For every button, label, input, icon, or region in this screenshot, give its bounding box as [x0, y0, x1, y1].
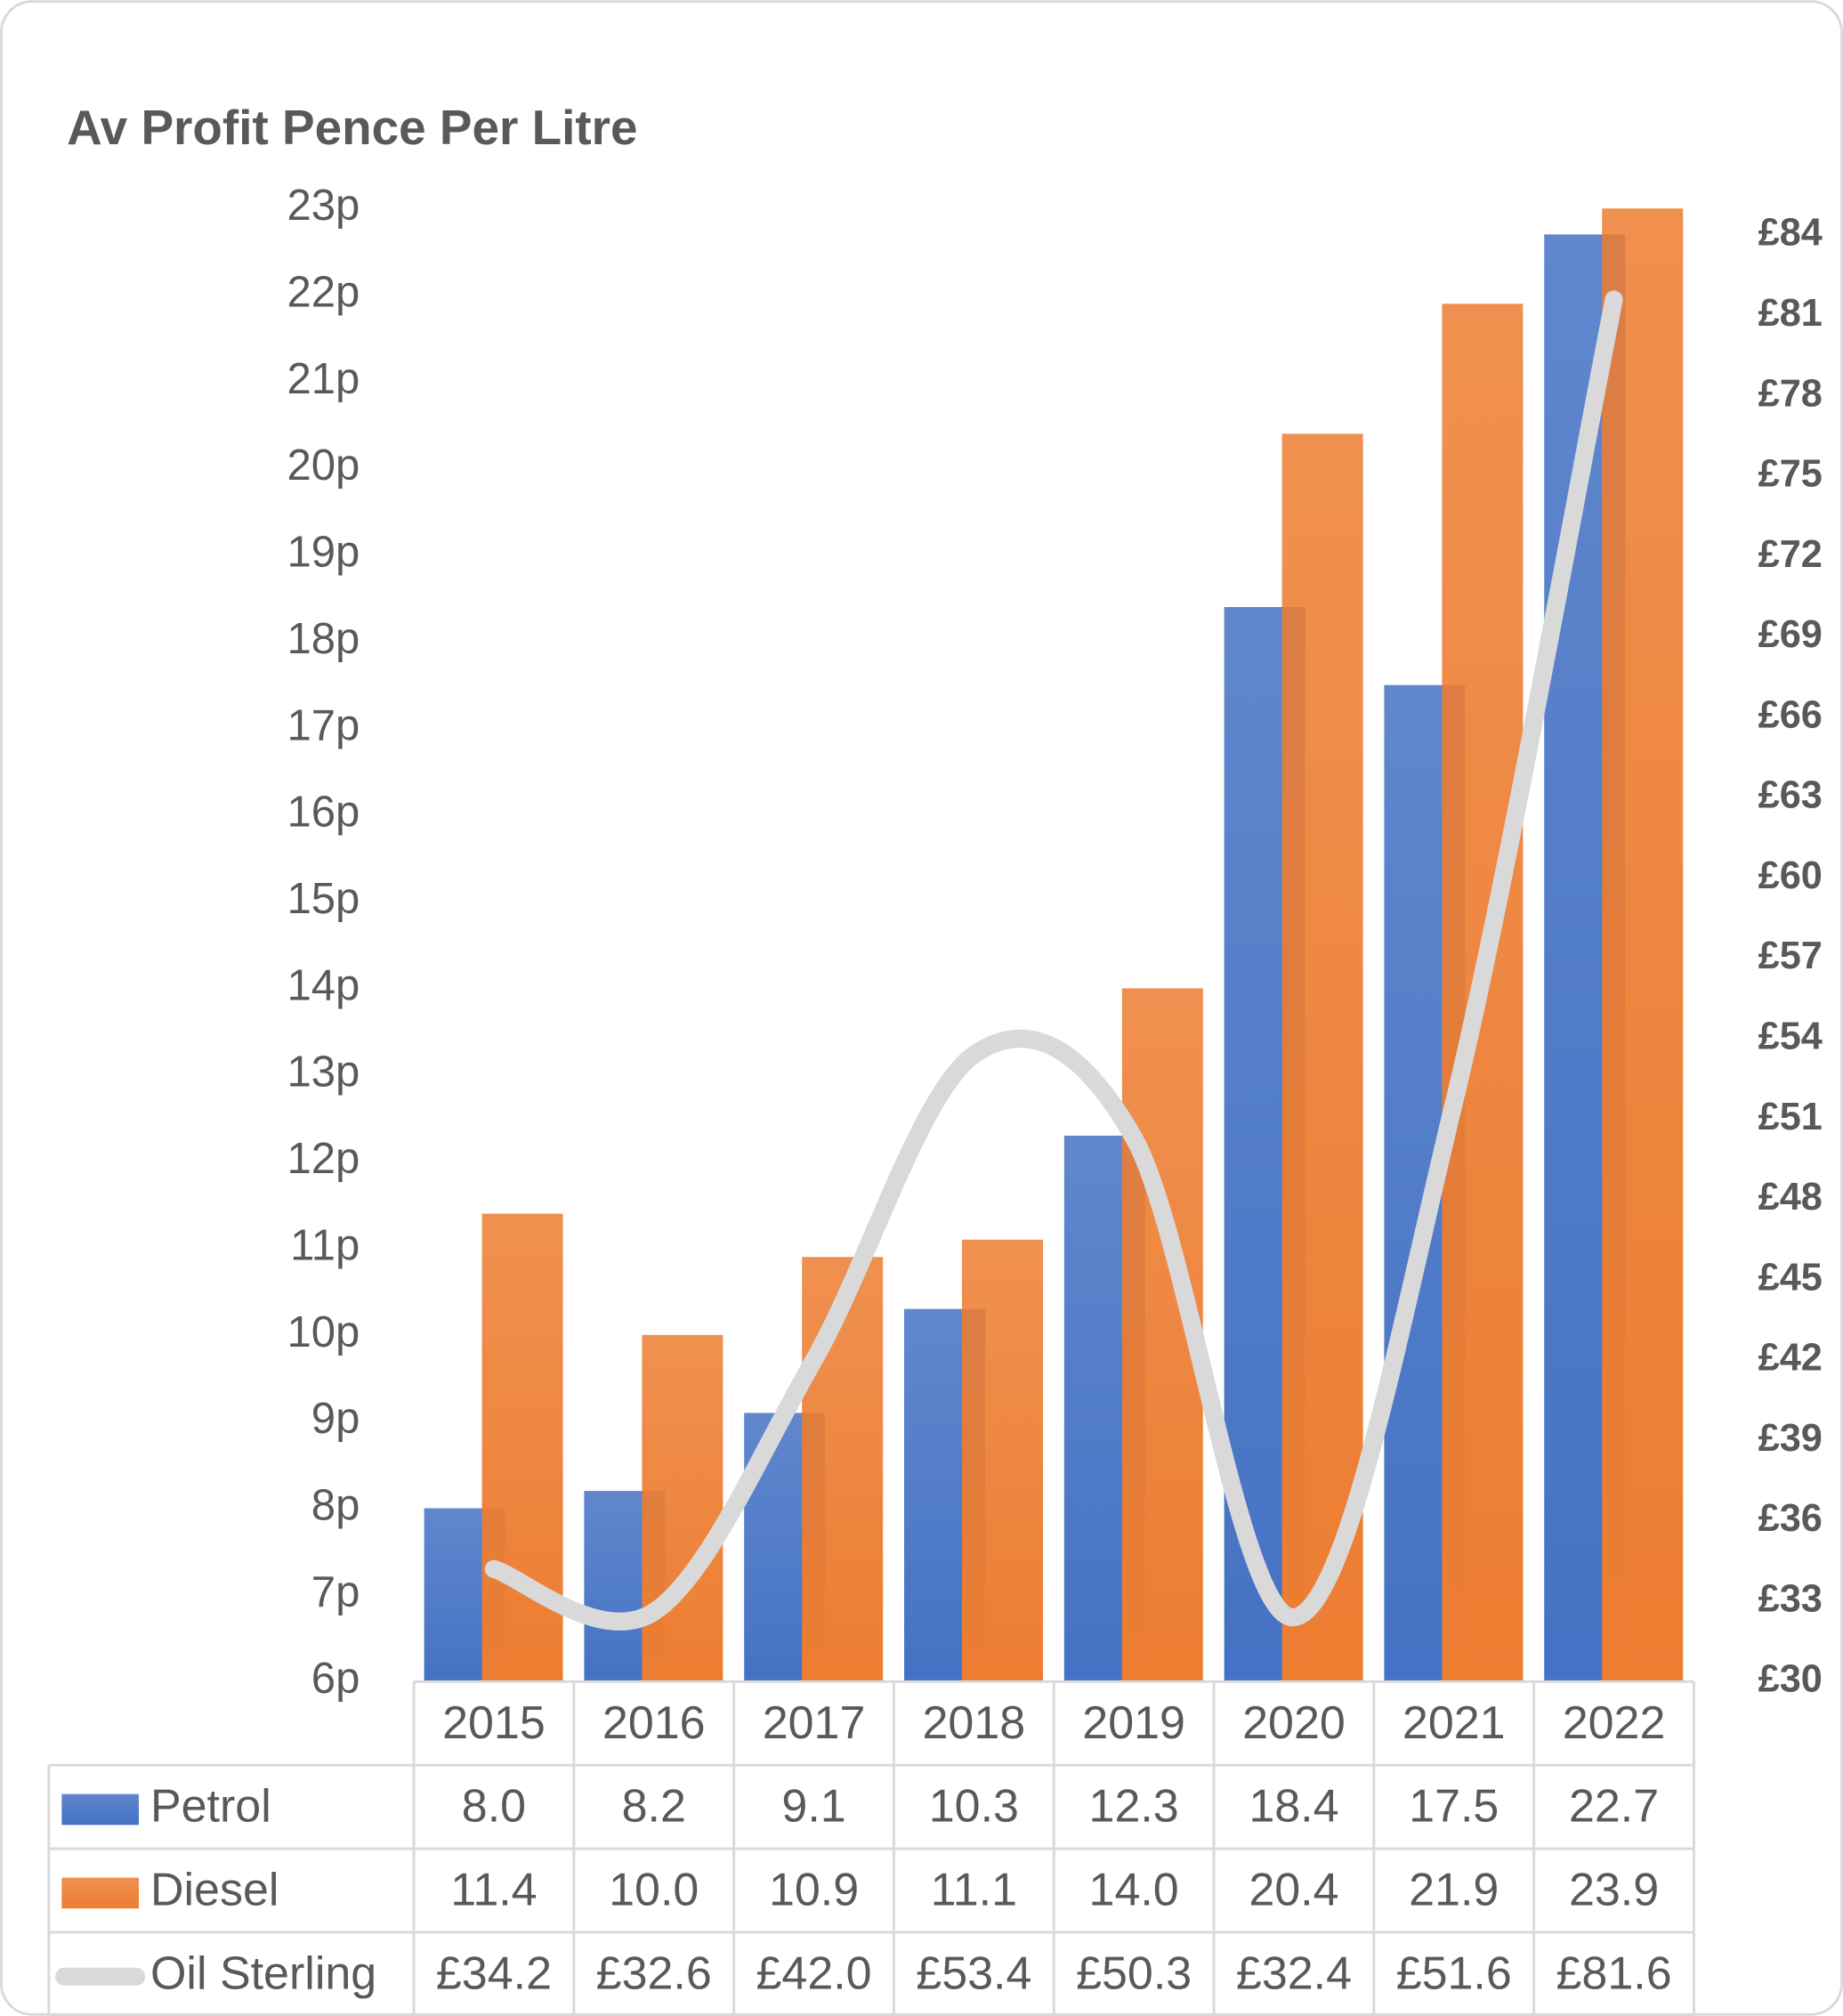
table-value: 17.5 — [1409, 1781, 1499, 1833]
table-value: 22.7 — [1569, 1781, 1659, 1833]
y2-tick-label: £66 — [1758, 693, 1823, 736]
legend-label: Petrol — [150, 1781, 271, 1833]
table-value: 12.3 — [1089, 1781, 1179, 1833]
table-value: £53.4 — [916, 1947, 1031, 1999]
table-value: £32.4 — [1236, 1947, 1352, 1999]
table-value: 21.9 — [1409, 1865, 1499, 1916]
table-value: 10.0 — [609, 1865, 699, 1916]
bar — [802, 1257, 884, 1682]
table-value: 10.9 — [769, 1865, 859, 1916]
table-value: 11.1 — [931, 1865, 1017, 1916]
y2-tick-label: £36 — [1758, 1497, 1823, 1540]
table-value: £51.6 — [1396, 1947, 1512, 1999]
y-tick-label: 18p — [287, 615, 360, 663]
y2-tick-label: £54 — [1758, 1015, 1823, 1057]
y2-tick-label: £39 — [1758, 1417, 1823, 1460]
y-tick-label: 11p — [290, 1221, 360, 1269]
table-value: 8.2 — [622, 1781, 686, 1833]
table-value: 18.4 — [1249, 1781, 1338, 1833]
table-value: 8.0 — [462, 1781, 526, 1833]
y2-tick-label: £84 — [1758, 212, 1823, 255]
y2-tick-label: £42 — [1758, 1337, 1823, 1380]
y-tick-label: 16p — [287, 789, 360, 837]
bar — [961, 1239, 1043, 1682]
x-tick-label: 2020 — [1242, 1697, 1346, 1749]
y2-tick-label: £48 — [1758, 1176, 1823, 1219]
x-tick-label: 2018 — [923, 1697, 1026, 1749]
x-tick-label: 2019 — [1082, 1697, 1185, 1749]
y2-tick-label: £81 — [1758, 292, 1823, 335]
y2-tick-label: £51 — [1758, 1096, 1823, 1138]
table-value: 14.0 — [1089, 1865, 1179, 1916]
chart-title: Av Profit Pence Per Litre — [67, 100, 637, 155]
y-tick-label: 15p — [287, 875, 360, 923]
bar — [1602, 208, 1684, 1682]
x-tick-label: 2021 — [1402, 1697, 1506, 1749]
y2-tick-label: £60 — [1758, 854, 1823, 897]
table-value: 11.4 — [450, 1865, 537, 1916]
plot — [424, 208, 1684, 1682]
table-value: £42.0 — [756, 1947, 872, 1999]
y-tick-label: 17p — [287, 701, 360, 749]
y2-tick-label: £33 — [1758, 1577, 1823, 1620]
y-tick-label: 21p — [287, 355, 360, 403]
y-tick-label: 20p — [287, 441, 360, 490]
table-value: 10.3 — [929, 1781, 1019, 1833]
x-tick-label: 2017 — [763, 1697, 866, 1749]
bar — [642, 1334, 723, 1682]
table-value: £50.3 — [1076, 1947, 1192, 1999]
x-tick-label: 2015 — [442, 1697, 546, 1749]
legend-key — [61, 1877, 139, 1909]
y-tick-label: 8p — [311, 1482, 360, 1530]
x-tick-label: 2022 — [1563, 1697, 1666, 1749]
y2-tick-label: £72 — [1758, 533, 1823, 576]
legend-label: Diesel — [150, 1865, 279, 1916]
y-tick-label: 12p — [287, 1135, 360, 1183]
x-tick-label: 2016 — [602, 1697, 706, 1749]
table-value: 23.9 — [1569, 1865, 1659, 1916]
y2-tick-label: £63 — [1758, 774, 1823, 817]
y-tick-label: 6p — [311, 1655, 360, 1703]
bar — [481, 1213, 563, 1682]
legend-label: Oil Sterling — [150, 1947, 376, 1999]
y-tick-label: 9p — [311, 1395, 360, 1443]
table-value: £34.2 — [436, 1947, 552, 1999]
y2-tick-label: £57 — [1758, 935, 1823, 977]
y-tick-label: 23p — [287, 182, 360, 230]
y2-tick-label: £69 — [1758, 613, 1823, 656]
table-value: 20.4 — [1249, 1865, 1338, 1916]
legend-key — [61, 1793, 139, 1826]
y-tick-label: 13p — [287, 1048, 360, 1097]
y2-tick-label: £78 — [1758, 372, 1823, 415]
bar — [1281, 433, 1363, 1682]
y-tick-label: 19p — [287, 529, 360, 577]
line — [484, 290, 1623, 1631]
y-tick-label: 14p — [287, 961, 360, 1009]
y-tick-label: 7p — [311, 1568, 360, 1616]
y2-tick-label: £75 — [1758, 453, 1823, 496]
y2-tick-label: £45 — [1758, 1256, 1823, 1299]
y-tick-label: 22p — [287, 269, 360, 317]
y-tick-label: 10p — [287, 1308, 360, 1356]
table-value: £32.6 — [596, 1947, 712, 1999]
y2-tick-label: £30 — [1758, 1658, 1823, 1701]
table-value: £81.6 — [1556, 1947, 1672, 1999]
table-value: 9.1 — [781, 1781, 845, 1833]
